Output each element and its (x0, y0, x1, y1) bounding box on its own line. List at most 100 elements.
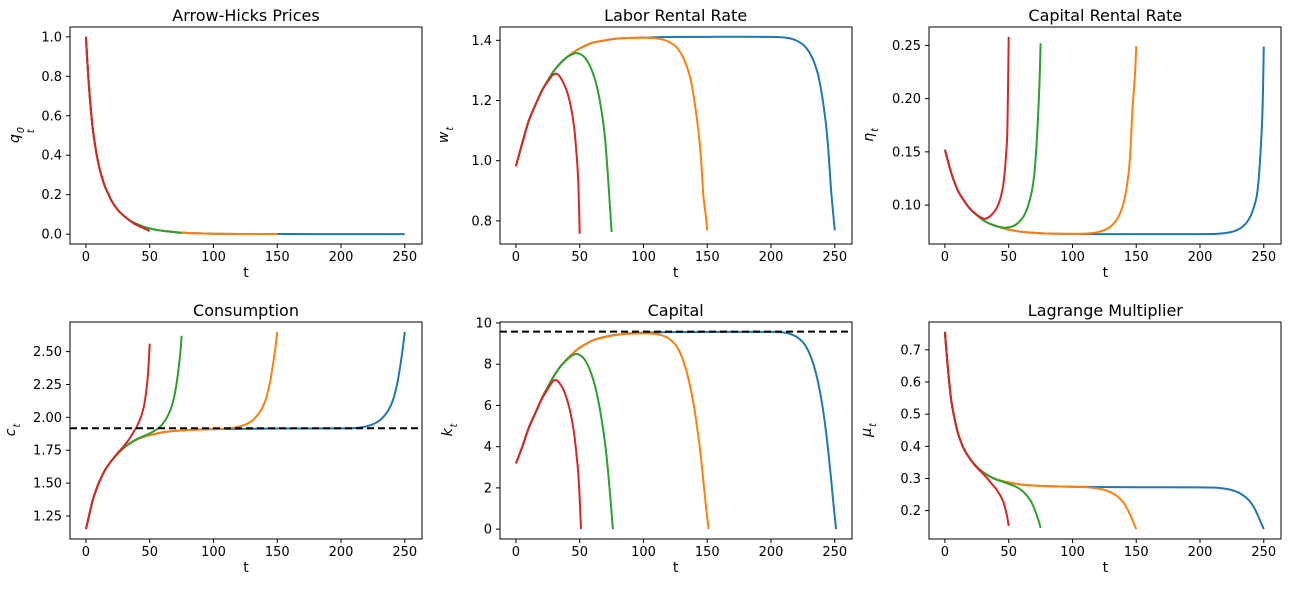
series-line-t-75 (944, 43, 1042, 229)
y-tick-label: 0.10 (892, 199, 921, 214)
x-tick-label: 0 (82, 250, 90, 265)
x-tick-label: 0 (82, 545, 90, 560)
y-tick-label: 0.4 (901, 440, 922, 455)
y-tick-label: 1.75 (33, 444, 62, 459)
subplot-consumption: 0 50 100 150 200 250 1.25 1.50 1.75 2.00 2.25 2.50 … (0, 295, 430, 590)
y-axis-label-script: t (12, 423, 24, 428)
series-line-t-75 (514, 352, 614, 530)
axes-frame (928, 26, 1282, 245)
y-tick-label: 0.5 (901, 408, 922, 423)
series-line-t-250 (514, 35, 836, 231)
y-tick-label: 1.0 (41, 30, 62, 45)
x-tick-label: 100 (631, 545, 656, 560)
consumption-plot-area: 0 50 100 150 200 250 1.25 1.50 1.75 2.00 2.25 2.50 (33, 321, 423, 560)
x-axis-label: t (1102, 265, 1109, 281)
plot-title: Lagrange Multiplier (1027, 301, 1183, 320)
y-axis-label-sub: t (444, 126, 456, 131)
x-tick-label: 200 (329, 250, 354, 265)
x-tick-label: 100 (201, 545, 226, 560)
series-line-t-150 (514, 36, 708, 231)
y-tick-label: 1.25 (33, 509, 62, 524)
capital-rental-rate-plot-area: 0 50 100 150 200 250 0.10 0.15 0.20 0.25 (892, 26, 1282, 265)
y-axis-label-sub: t (12, 423, 24, 428)
y-tick-label: 8 (483, 358, 491, 373)
subplot-capital-rental-rate: 0 50 100 150 200 250 0.10 0.15 0.20 0.25 Capital … (859, 0, 1289, 295)
x-tick-label: 200 (1188, 250, 1213, 265)
x-tick-label: 150 (694, 250, 719, 265)
y-tick-label: 0.4 (41, 149, 62, 164)
y-axis-label-base: η (861, 132, 878, 142)
y-axis-label-base: w (435, 131, 452, 144)
y-tick-label: 0.2 (41, 188, 62, 203)
series-line-t-150 (944, 331, 1138, 530)
x-tick-label: 50 (1001, 545, 1018, 560)
series-line-t-250 (84, 36, 405, 236)
series-line-t-50 (944, 36, 1011, 220)
y-axis-label-sub: t (870, 128, 882, 132)
series-line-t-250 (944, 46, 1266, 236)
y-tick-label: 6 (483, 399, 491, 414)
y-tick-label: 0.2 (901, 504, 922, 519)
axes-frame (928, 321, 1282, 540)
y-tick-label: 0.7 (901, 343, 922, 358)
series-line-t-50 (944, 331, 1011, 527)
y-axis-label-sub: t (868, 423, 880, 427)
y-axis-label-base: q (7, 134, 24, 143)
y-axis-label-script: t (444, 126, 456, 131)
series-line-t-75 (84, 36, 182, 235)
y-tick-label: 1.2 (471, 94, 492, 109)
y-tick-label: 0.8 (41, 70, 62, 85)
x-axis-label: t (672, 560, 679, 576)
y-tick-label: 0.0 (41, 228, 62, 243)
x-tick-label: 0 (511, 250, 519, 265)
series-line-t-150 (84, 331, 279, 530)
series-line-t-75 (514, 51, 613, 233)
series-line-t-75 (944, 331, 1042, 529)
x-tick-label: 250 (392, 250, 417, 265)
y-tick-label: 0.3 (901, 472, 922, 487)
x-tick-label: 50 (141, 545, 158, 560)
x-tick-label: 200 (329, 545, 354, 560)
x-tick-label: 250 (1252, 545, 1277, 560)
x-axis-label: t (672, 265, 679, 281)
capital-plot-area: 0 50 100 150 200 250 0 2 4 6 8 10 (475, 317, 853, 560)
x-tick-label: 100 (1060, 545, 1085, 560)
subplot-lagrange-multiplier: 0 50 100 150 200 250 0.2 0.3 0.4 0.5 0.6 0.7 Lagran… (859, 295, 1289, 590)
x-tick-label: 0 (511, 545, 519, 560)
x-tick-label: 0 (941, 250, 949, 265)
series-line-t-250 (944, 331, 1266, 530)
x-tick-label: 250 (822, 250, 847, 265)
y-axis-label-script: t (868, 423, 880, 427)
axes-frame (499, 26, 853, 245)
x-tick-label: 150 (265, 250, 290, 265)
subplot-arrow-hicks-prices: 0 50 100 150 200 250 0.0 0.2 0.4 0.6 0.8 1.0 Arrow-… (0, 0, 430, 295)
x-tick-label: 250 (392, 545, 417, 560)
y-tick-label: 0.20 (892, 92, 921, 107)
y-tick-label: 1.0 (471, 154, 492, 169)
x-tick-label: 50 (571, 250, 588, 265)
x-tick-label: 150 (1124, 545, 1149, 560)
x-tick-label: 150 (1124, 250, 1149, 265)
y-tick-label: 0.15 (892, 145, 921, 160)
x-tick-label: 200 (758, 545, 783, 560)
x-tick-label: 200 (758, 250, 783, 265)
arrow-hicks-prices-plot-area: 0 50 100 150 200 250 0.0 0.2 0.4 0.6 0.8 1.0 (41, 26, 423, 265)
y-axis-label-script: t (870, 128, 882, 132)
x-tick-label: 250 (1252, 250, 1277, 265)
y-tick-label: 1.4 (471, 34, 492, 49)
y-tick-label: 0.6 (41, 109, 62, 124)
plot-title: Capital (647, 301, 704, 320)
x-tick-label: 50 (141, 250, 158, 265)
y-tick-label: 10 (475, 317, 492, 332)
plot-title: Arrow-Hicks Prices (172, 6, 320, 25)
x-tick-label: 150 (265, 545, 290, 560)
y-tick-label: 4 (483, 440, 491, 455)
y-axis-label-sub: t (448, 423, 460, 428)
x-tick-label: 100 (201, 250, 226, 265)
